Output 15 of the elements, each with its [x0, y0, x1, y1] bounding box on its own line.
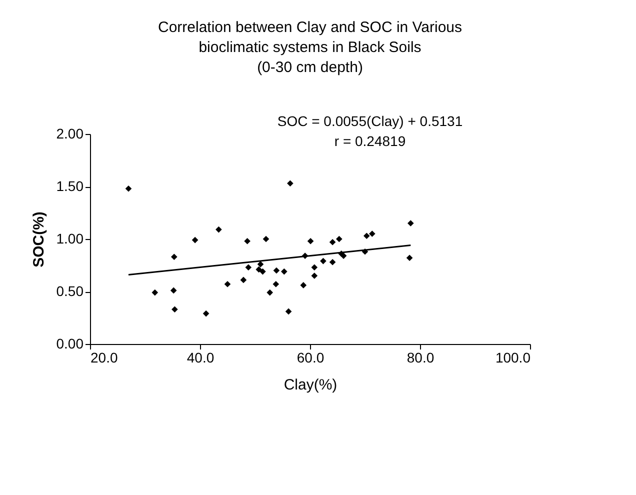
y-tick-label: 0.50 [56, 283, 84, 299]
annotation: r = 0.24819 [334, 133, 406, 149]
x-axis-title: Clay(%) [284, 376, 338, 394]
y-axis-title: SOC(%) [30, 212, 48, 268]
y-tick-label: 1.50 [56, 178, 84, 194]
y-tick-label: 2.00 [56, 126, 84, 142]
y-tick-label: 1.00 [56, 230, 84, 246]
x-tick-label: 60.0 [296, 350, 324, 366]
x-tick-label: 40.0 [186, 350, 214, 366]
chart-title: Correlation between Clay and SOC in Various bioclimatic systems in Black Soils (0-30 cm depth) [158, 19, 462, 76]
x-tick-label: 20.0 [90, 350, 118, 366]
x-tick-label: 100.0 [495, 350, 531, 366]
text: SOC = 0.0055(Clay) + 0.5131 [277, 113, 463, 129]
y-tick-label: 0.00 [56, 336, 84, 352]
x-tick-label: 80.0 [406, 350, 434, 366]
